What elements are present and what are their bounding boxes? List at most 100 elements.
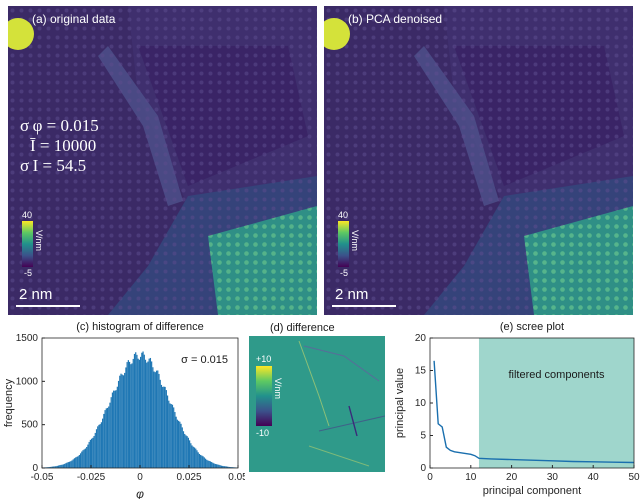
histogram-bar [223, 466, 225, 468]
histogram-bar [135, 352, 137, 468]
histogram-x-tick-label: -0.05 [31, 472, 54, 483]
histogram-bar [179, 421, 181, 468]
histogram-bar [65, 463, 67, 468]
histogram-bar [218, 464, 220, 468]
histogram-bar [153, 371, 155, 468]
histogram-bar [79, 453, 82, 468]
histogram-bar [192, 446, 194, 468]
panel-b-label: (b) PCA denoised [348, 12, 443, 26]
histogram-bar [119, 375, 121, 468]
panel-a-texture [8, 6, 317, 315]
scree-y-tick-label: 5 [420, 431, 426, 442]
histogram-bar [110, 397, 112, 468]
colorbar-a [22, 221, 33, 267]
histogram-bar [62, 464, 65, 468]
histogram-bar [147, 361, 149, 468]
histogram-bar [163, 386, 165, 468]
histogram-bar [211, 462, 213, 468]
histogram-bar [198, 453, 201, 468]
histogram-bar [170, 404, 172, 468]
stat-mean-intensity: Ī = 10000 [30, 136, 97, 155]
histogram-bar [184, 433, 186, 468]
histogram-bar [169, 403, 171, 468]
colorbar-b-max: 40 [338, 210, 349, 220]
histogram-bar [99, 424, 101, 468]
histogram-bar [224, 466, 226, 468]
colorbar-a-unit: V/nm [34, 230, 44, 252]
histogram-bar [195, 448, 197, 468]
histogram-bar [98, 424, 100, 468]
histogram-bar [141, 352, 143, 468]
histogram-bar [130, 364, 132, 468]
histogram-bar [152, 367, 154, 468]
histogram-bar [166, 395, 169, 468]
colorbar-b [338, 221, 349, 267]
histogram-bar [64, 463, 66, 468]
histogram-bar [207, 460, 209, 468]
histogram-y-tick-label: 0 [32, 463, 38, 474]
panel-a-original-map: (a) original data σ φ = 0.015 Ī = 10000 … [8, 6, 317, 315]
histogram-bar [168, 400, 170, 468]
histogram-bar [149, 357, 152, 468]
scalebar-b-label: 2 nm [335, 286, 369, 303]
histogram-bar [157, 370, 159, 468]
histogram-x-tick-label: -0.025 [77, 472, 106, 483]
histogram-bar [128, 361, 131, 468]
histogram-chart: (c) histogram of difference -0.05 -0.025 0 0… [3, 321, 245, 499]
histogram-bar [108, 406, 110, 468]
histogram-bar [133, 353, 136, 468]
histogram-bar [137, 358, 139, 468]
histogram-bar [180, 423, 182, 468]
histogram-bar [67, 462, 69, 468]
histogram-bar [105, 408, 107, 468]
histogram-bar [159, 379, 161, 468]
histogram-bar [206, 459, 208, 468]
histogram-bar [83, 449, 85, 468]
panel-b-denoised-map: (b) PCA denoised 40 V/nm -5 2 nm [324, 6, 633, 315]
histogram-bar [51, 466, 54, 468]
histogram-bar [56, 465, 58, 468]
scalebar-b [332, 305, 396, 307]
histogram-bar [68, 461, 71, 468]
histogram-bar [113, 390, 115, 468]
histogram-bar [185, 435, 187, 468]
histogram-bar [55, 466, 57, 468]
histogram-bar [209, 461, 212, 468]
histogram-bar [136, 354, 138, 468]
colorbar-a-max: 40 [22, 210, 33, 220]
histogram-bar [200, 454, 202, 468]
histogram-bar [154, 372, 156, 468]
scree-x-tick-label: 10 [465, 472, 477, 483]
histogram-bar [215, 464, 218, 468]
histogram-bar [57, 465, 60, 468]
histogram-bar [187, 437, 189, 468]
histogram-bar [89, 439, 91, 468]
scree-x-tick-label: 30 [547, 472, 559, 483]
histogram-y-tick-label: 1500 [16, 333, 39, 344]
histogram-bar [146, 362, 148, 468]
histogram-bar [171, 404, 174, 468]
histogram-bar [102, 418, 104, 468]
histogram-bar [115, 390, 117, 468]
histogram-bar [94, 432, 96, 468]
histogram-sigma-annotation: σ = 0.015 [181, 354, 228, 366]
histogram-bar [86, 446, 88, 468]
histogram-bar [50, 466, 52, 468]
histogram-bar [175, 416, 177, 468]
scree-y-tick-label: 0 [420, 463, 426, 474]
histogram-bar [109, 402, 111, 468]
panel-d-title: (d) difference [270, 322, 335, 334]
colorbar-d-min: -10 [256, 428, 270, 438]
panel-b-texture [324, 6, 633, 315]
histogram-bar [76, 456, 78, 468]
histogram-bar [82, 450, 84, 468]
histogram-bar [189, 440, 191, 468]
colorbar-d-unit: V/nm [273, 378, 283, 400]
filtered-components-label: filtered components [508, 369, 604, 381]
stat-sigma-phi: σ φ = 0.015 [20, 116, 99, 135]
histogram-bar [127, 360, 129, 468]
histogram-bar [155, 370, 158, 468]
scree-x-tick-label: 50 [628, 472, 640, 483]
histogram-bar [214, 463, 216, 468]
scree-y-tick-label: 10 [415, 398, 427, 409]
